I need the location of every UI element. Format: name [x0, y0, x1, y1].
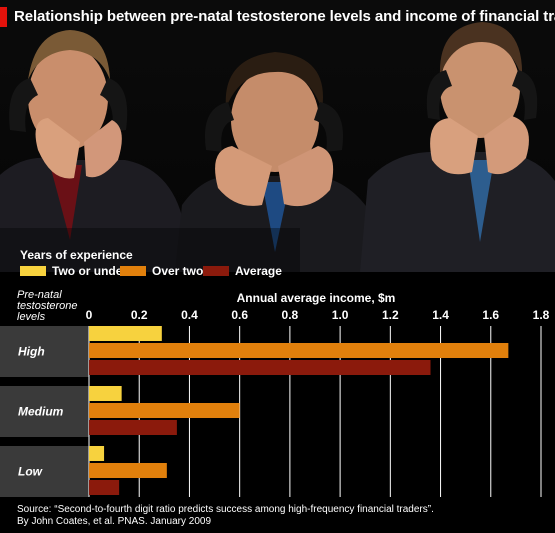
category-label: Medium [18, 405, 64, 419]
bar-low-2 [89, 463, 167, 478]
x-tick-label: 0 [86, 308, 93, 322]
x-tick-label: 0.6 [231, 308, 248, 322]
legend-swatch [203, 266, 229, 276]
legend-title: Years of experience [20, 248, 133, 262]
y-axis-title-line: testosterone [17, 300, 78, 312]
x-tick-label: 1.6 [482, 308, 499, 322]
legend-swatch [120, 266, 146, 276]
category-band [0, 326, 89, 377]
x-tick-label: 1.4 [432, 308, 449, 322]
category-label: High [18, 345, 45, 359]
y-axis-title-line: levels [17, 311, 46, 323]
category-band [0, 446, 89, 497]
x-tick-label: 1.2 [382, 308, 399, 322]
bar-high-2 [89, 343, 509, 358]
legend-label: Two or under [52, 264, 128, 278]
bar-high-3 [89, 360, 431, 375]
trader-figure-right [360, 22, 555, 272]
chart-title: Relationship between pre-natal testoster… [14, 8, 555, 25]
category-band [0, 386, 89, 437]
x-tick-label: 0.4 [181, 308, 198, 322]
bar-medium-3 [89, 420, 177, 435]
trader-figure-left [0, 30, 190, 272]
trader-figure-middle [175, 52, 378, 272]
legend-item-two-or-under: Two or under [20, 264, 127, 278]
source-line-2: By John Coates, et al. PNAS. January 200… [17, 516, 211, 527]
legend-item-average: Average [203, 264, 282, 278]
bar-medium-2 [89, 403, 240, 418]
legend-label: Over two [152, 264, 204, 278]
x-tick-label: 1.0 [332, 308, 349, 322]
x-tick-label: 0.2 [131, 308, 148, 322]
x-tick-label: 1.8 [533, 308, 550, 322]
bar-low-3 [89, 480, 120, 495]
bar-high-1 [89, 326, 162, 341]
x-axis-label: Annual average income, $m [237, 291, 396, 305]
source-line-1: Source: “Second-to-fourth digit ratio pr… [17, 504, 434, 515]
title-accent-bar [0, 7, 7, 27]
legend-swatch [20, 266, 46, 276]
source-note: Source: “Second-to-fourth digit ratio pr… [17, 504, 434, 528]
traders-photo [0, 0, 555, 272]
legend-label: Average [235, 264, 282, 278]
y-axis-title-line: Pre-natal [17, 289, 62, 301]
category-label: Low [18, 465, 43, 479]
bar-low-1 [89, 446, 105, 461]
bar-medium-1 [89, 386, 122, 401]
legend-item-over-two: Over two [120, 264, 203, 278]
x-tick-label: 0.8 [282, 308, 299, 322]
